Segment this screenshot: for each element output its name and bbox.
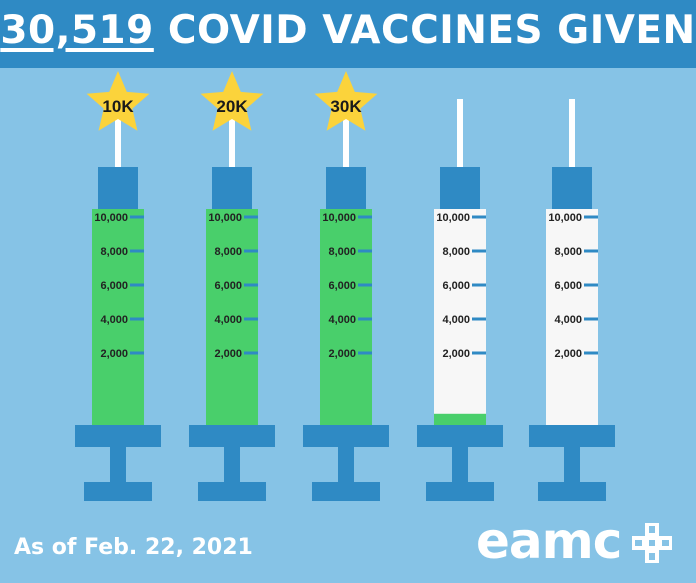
syringe-hub bbox=[440, 167, 480, 209]
tick-label: 10,000 bbox=[548, 212, 582, 224]
syringe-needle bbox=[457, 99, 463, 169]
milestone-star bbox=[314, 71, 378, 131]
tick-label: 10,000 bbox=[208, 212, 242, 224]
syringe-barrel bbox=[434, 209, 486, 425]
syringe-hub bbox=[98, 167, 138, 209]
syringe-flange bbox=[303, 425, 389, 447]
tick-label: 10,000 bbox=[436, 212, 470, 224]
plunger-cap bbox=[426, 482, 494, 501]
tick-label: 8,000 bbox=[214, 246, 242, 258]
tick-mark bbox=[358, 351, 372, 355]
tick-mark bbox=[584, 317, 598, 321]
tick-mark bbox=[472, 249, 486, 253]
syringe-flange bbox=[189, 425, 275, 447]
data-bar bbox=[320, 209, 372, 425]
tick-mark bbox=[584, 283, 598, 287]
tick-mark bbox=[584, 215, 598, 219]
tick-mark bbox=[472, 215, 486, 219]
tick-label: 4,000 bbox=[554, 314, 582, 326]
syringe-hub bbox=[552, 167, 592, 209]
plunger-cap bbox=[198, 482, 266, 501]
syringe-flange bbox=[75, 425, 161, 447]
tick-mark bbox=[472, 283, 486, 287]
data-bar bbox=[92, 209, 144, 425]
tick-label: 2,000 bbox=[328, 348, 356, 360]
tick-mark bbox=[358, 249, 372, 253]
plunger-rod bbox=[224, 447, 240, 483]
tick-label: 2,000 bbox=[100, 348, 128, 360]
tick-label: 4,000 bbox=[100, 314, 128, 326]
tick-mark bbox=[358, 215, 372, 219]
tick-mark bbox=[130, 283, 144, 287]
syringe-needle bbox=[115, 99, 121, 169]
header-banner: 30,519 COVID VACCINES GIVEN bbox=[0, 0, 696, 68]
milestone-label: 30K bbox=[330, 97, 362, 116]
tick-label: 10,000 bbox=[94, 212, 128, 224]
tick-label: 2,000 bbox=[442, 348, 470, 360]
plunger-cap bbox=[538, 482, 606, 501]
cross-icon bbox=[632, 523, 672, 563]
tick-mark bbox=[244, 215, 258, 219]
tick-label: 6,000 bbox=[214, 280, 242, 292]
syringe-chart: 10K 10,000 8,000 6,000 4,000 2,000 20K 10,000 8,… bbox=[75, 71, 615, 501]
plunger-cap bbox=[84, 482, 152, 501]
syringe-hub bbox=[212, 167, 252, 209]
syringe-needle bbox=[569, 99, 575, 169]
syringe-hub bbox=[326, 167, 366, 209]
plunger-rod bbox=[452, 447, 468, 483]
tick-mark bbox=[244, 249, 258, 253]
tick-mark bbox=[584, 351, 598, 355]
tick-mark bbox=[130, 249, 144, 253]
tick-label: 6,000 bbox=[554, 280, 582, 292]
syringe-needle bbox=[343, 99, 349, 169]
tick-label: 6,000 bbox=[328, 280, 356, 292]
milestone-star bbox=[86, 71, 150, 131]
tick-label: 4,000 bbox=[328, 314, 356, 326]
milestone-star bbox=[200, 71, 264, 131]
tick-mark bbox=[244, 317, 258, 321]
tick-label: 8,000 bbox=[554, 246, 582, 258]
tick-mark bbox=[584, 249, 598, 253]
tick-label: 2,000 bbox=[214, 348, 242, 360]
tick-label: 4,000 bbox=[214, 314, 242, 326]
syringe-flange bbox=[529, 425, 615, 447]
tick-mark bbox=[244, 351, 258, 355]
tick-mark bbox=[244, 283, 258, 287]
plunger-rod bbox=[338, 447, 354, 483]
tick-mark bbox=[358, 283, 372, 287]
tick-mark bbox=[130, 351, 144, 355]
tick-label: 8,000 bbox=[442, 246, 470, 258]
data-bar bbox=[206, 209, 258, 425]
tick-label: 2,000 bbox=[554, 348, 582, 360]
tick-mark bbox=[472, 351, 486, 355]
syringe-barrel bbox=[546, 209, 598, 425]
plunger-cap bbox=[312, 482, 380, 501]
vaccine-count: 30,519 bbox=[0, 8, 154, 53]
data-bar bbox=[434, 413, 486, 425]
syringe-needle bbox=[229, 99, 235, 169]
tick-label: 6,000 bbox=[100, 280, 128, 292]
plunger-rod bbox=[110, 447, 126, 483]
milestone-label: 20K bbox=[216, 97, 248, 116]
date-label: As of Feb. 22, 2021 bbox=[14, 535, 253, 560]
syringe-flange bbox=[417, 425, 503, 447]
tick-mark bbox=[130, 317, 144, 321]
plunger-rod bbox=[564, 447, 580, 483]
tick-mark bbox=[130, 215, 144, 219]
eamc-logo: eamc bbox=[476, 510, 686, 572]
page-title: 30,519 COVID VACCINES GIVEN bbox=[0, 8, 696, 53]
logo-text: eamc bbox=[476, 512, 622, 570]
milestone-label: 10K bbox=[102, 97, 134, 116]
tick-label: 4,000 bbox=[442, 314, 470, 326]
tick-label: 8,000 bbox=[100, 246, 128, 258]
tick-mark bbox=[358, 317, 372, 321]
tick-label: 6,000 bbox=[442, 280, 470, 292]
tick-label: 8,000 bbox=[328, 246, 356, 258]
title-text: COVID VACCINES GIVEN bbox=[153, 8, 696, 53]
tick-mark bbox=[472, 317, 486, 321]
tick-label: 10,000 bbox=[322, 212, 356, 224]
